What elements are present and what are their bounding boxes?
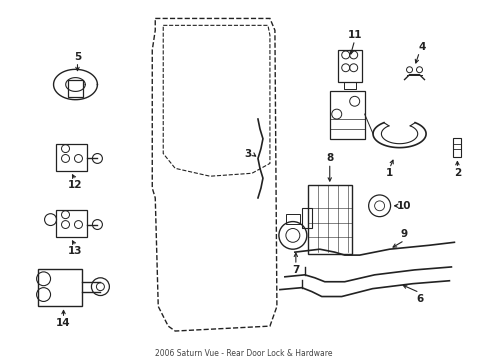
Text: 6: 6 xyxy=(415,293,422,303)
Text: 5: 5 xyxy=(74,52,81,62)
Text: 2: 2 xyxy=(453,168,460,178)
Text: 9: 9 xyxy=(400,229,407,239)
Text: 10: 10 xyxy=(396,201,411,211)
Text: 2006 Saturn Vue - Rear Door Lock & Hardware: 2006 Saturn Vue - Rear Door Lock & Hardw… xyxy=(155,349,332,358)
Text: 13: 13 xyxy=(68,246,82,256)
Text: 4: 4 xyxy=(418,42,426,52)
Text: 14: 14 xyxy=(56,318,71,328)
Text: 12: 12 xyxy=(68,180,82,190)
Text: 11: 11 xyxy=(347,30,361,40)
Text: 1: 1 xyxy=(385,168,392,178)
Text: 8: 8 xyxy=(325,153,333,163)
Text: 7: 7 xyxy=(291,265,299,275)
Text: 3: 3 xyxy=(244,149,251,158)
